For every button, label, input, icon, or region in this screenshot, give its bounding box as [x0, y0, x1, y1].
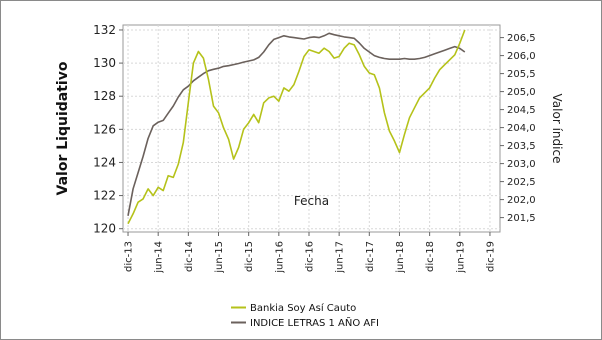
- x-tick-label: dic-15: [244, 241, 255, 272]
- legend-label-bankia: Bankia Soy Así Cauto: [250, 302, 356, 314]
- y-right-tick-label: 202,0: [507, 195, 536, 206]
- series-layer: [127, 29, 466, 225]
- x-tick-label: dic-13: [124, 241, 135, 272]
- x-tick-label: jun-16: [274, 241, 285, 274]
- y-left-tick-label: 124: [93, 155, 116, 169]
- x-axis-title: Fecha: [294, 194, 329, 208]
- x-tick-label: dic-18: [425, 241, 436, 272]
- y-right-tick-label: 203,5: [507, 141, 536, 152]
- x-tick-label: jun-15: [214, 241, 225, 274]
- grid-layer: [123, 25, 500, 232]
- y-right-tick-label: 202,5: [507, 177, 536, 188]
- x-tick-label: jun-17: [335, 241, 346, 274]
- legend: Bankia Soy Así Cauto INDICE LETRAS 1 AÑO…: [231, 302, 379, 329]
- y-left-tick-label: 126: [93, 122, 116, 136]
- y-left-tick-label: 120: [93, 222, 116, 236]
- y-axis-left-title: Valor Liquidativo: [55, 61, 71, 195]
- y-left-tick-label: 130: [93, 56, 116, 70]
- y-right-tick-label: 205,0: [507, 87, 536, 98]
- legend-label-indice: INDICE LETRAS 1 AÑO AFI: [250, 316, 379, 329]
- y-right-tick-label: 201,5: [507, 213, 536, 224]
- x-tick-label: jun-19: [455, 241, 466, 274]
- axis-layer: dic-13 jun-14 dic-14 jun-15 dic-15 jun-16 dic-…: [93, 23, 536, 274]
- y-right-tick-label: 205,5: [507, 69, 536, 80]
- series-line-bankia: [127, 29, 466, 225]
- y-right-tick-label: 203,0: [507, 159, 536, 170]
- y-right-tick-label: 204,0: [507, 123, 536, 134]
- y-right-tick-label: 204,5: [507, 105, 536, 116]
- y-left-tick-label: 122: [93, 189, 116, 203]
- x-tick-label: dic-19: [485, 241, 496, 272]
- series-line-indice: [127, 32, 466, 216]
- x-tick-label: jun-14: [154, 241, 165, 274]
- y-axis-right-title: Valor índice: [550, 94, 564, 164]
- x-tick-label: jun-18: [395, 241, 406, 274]
- y-left-tick-label: 128: [93, 89, 116, 103]
- y-left-tick-label: 132: [93, 23, 116, 37]
- y-right-tick-label: 206,0: [507, 51, 536, 62]
- x-tick-label: dic-16: [304, 241, 315, 272]
- y-right-tick-label: 206,5: [507, 33, 536, 44]
- x-tick-label: dic-17: [365, 241, 376, 272]
- x-tick-label: dic-14: [184, 241, 195, 272]
